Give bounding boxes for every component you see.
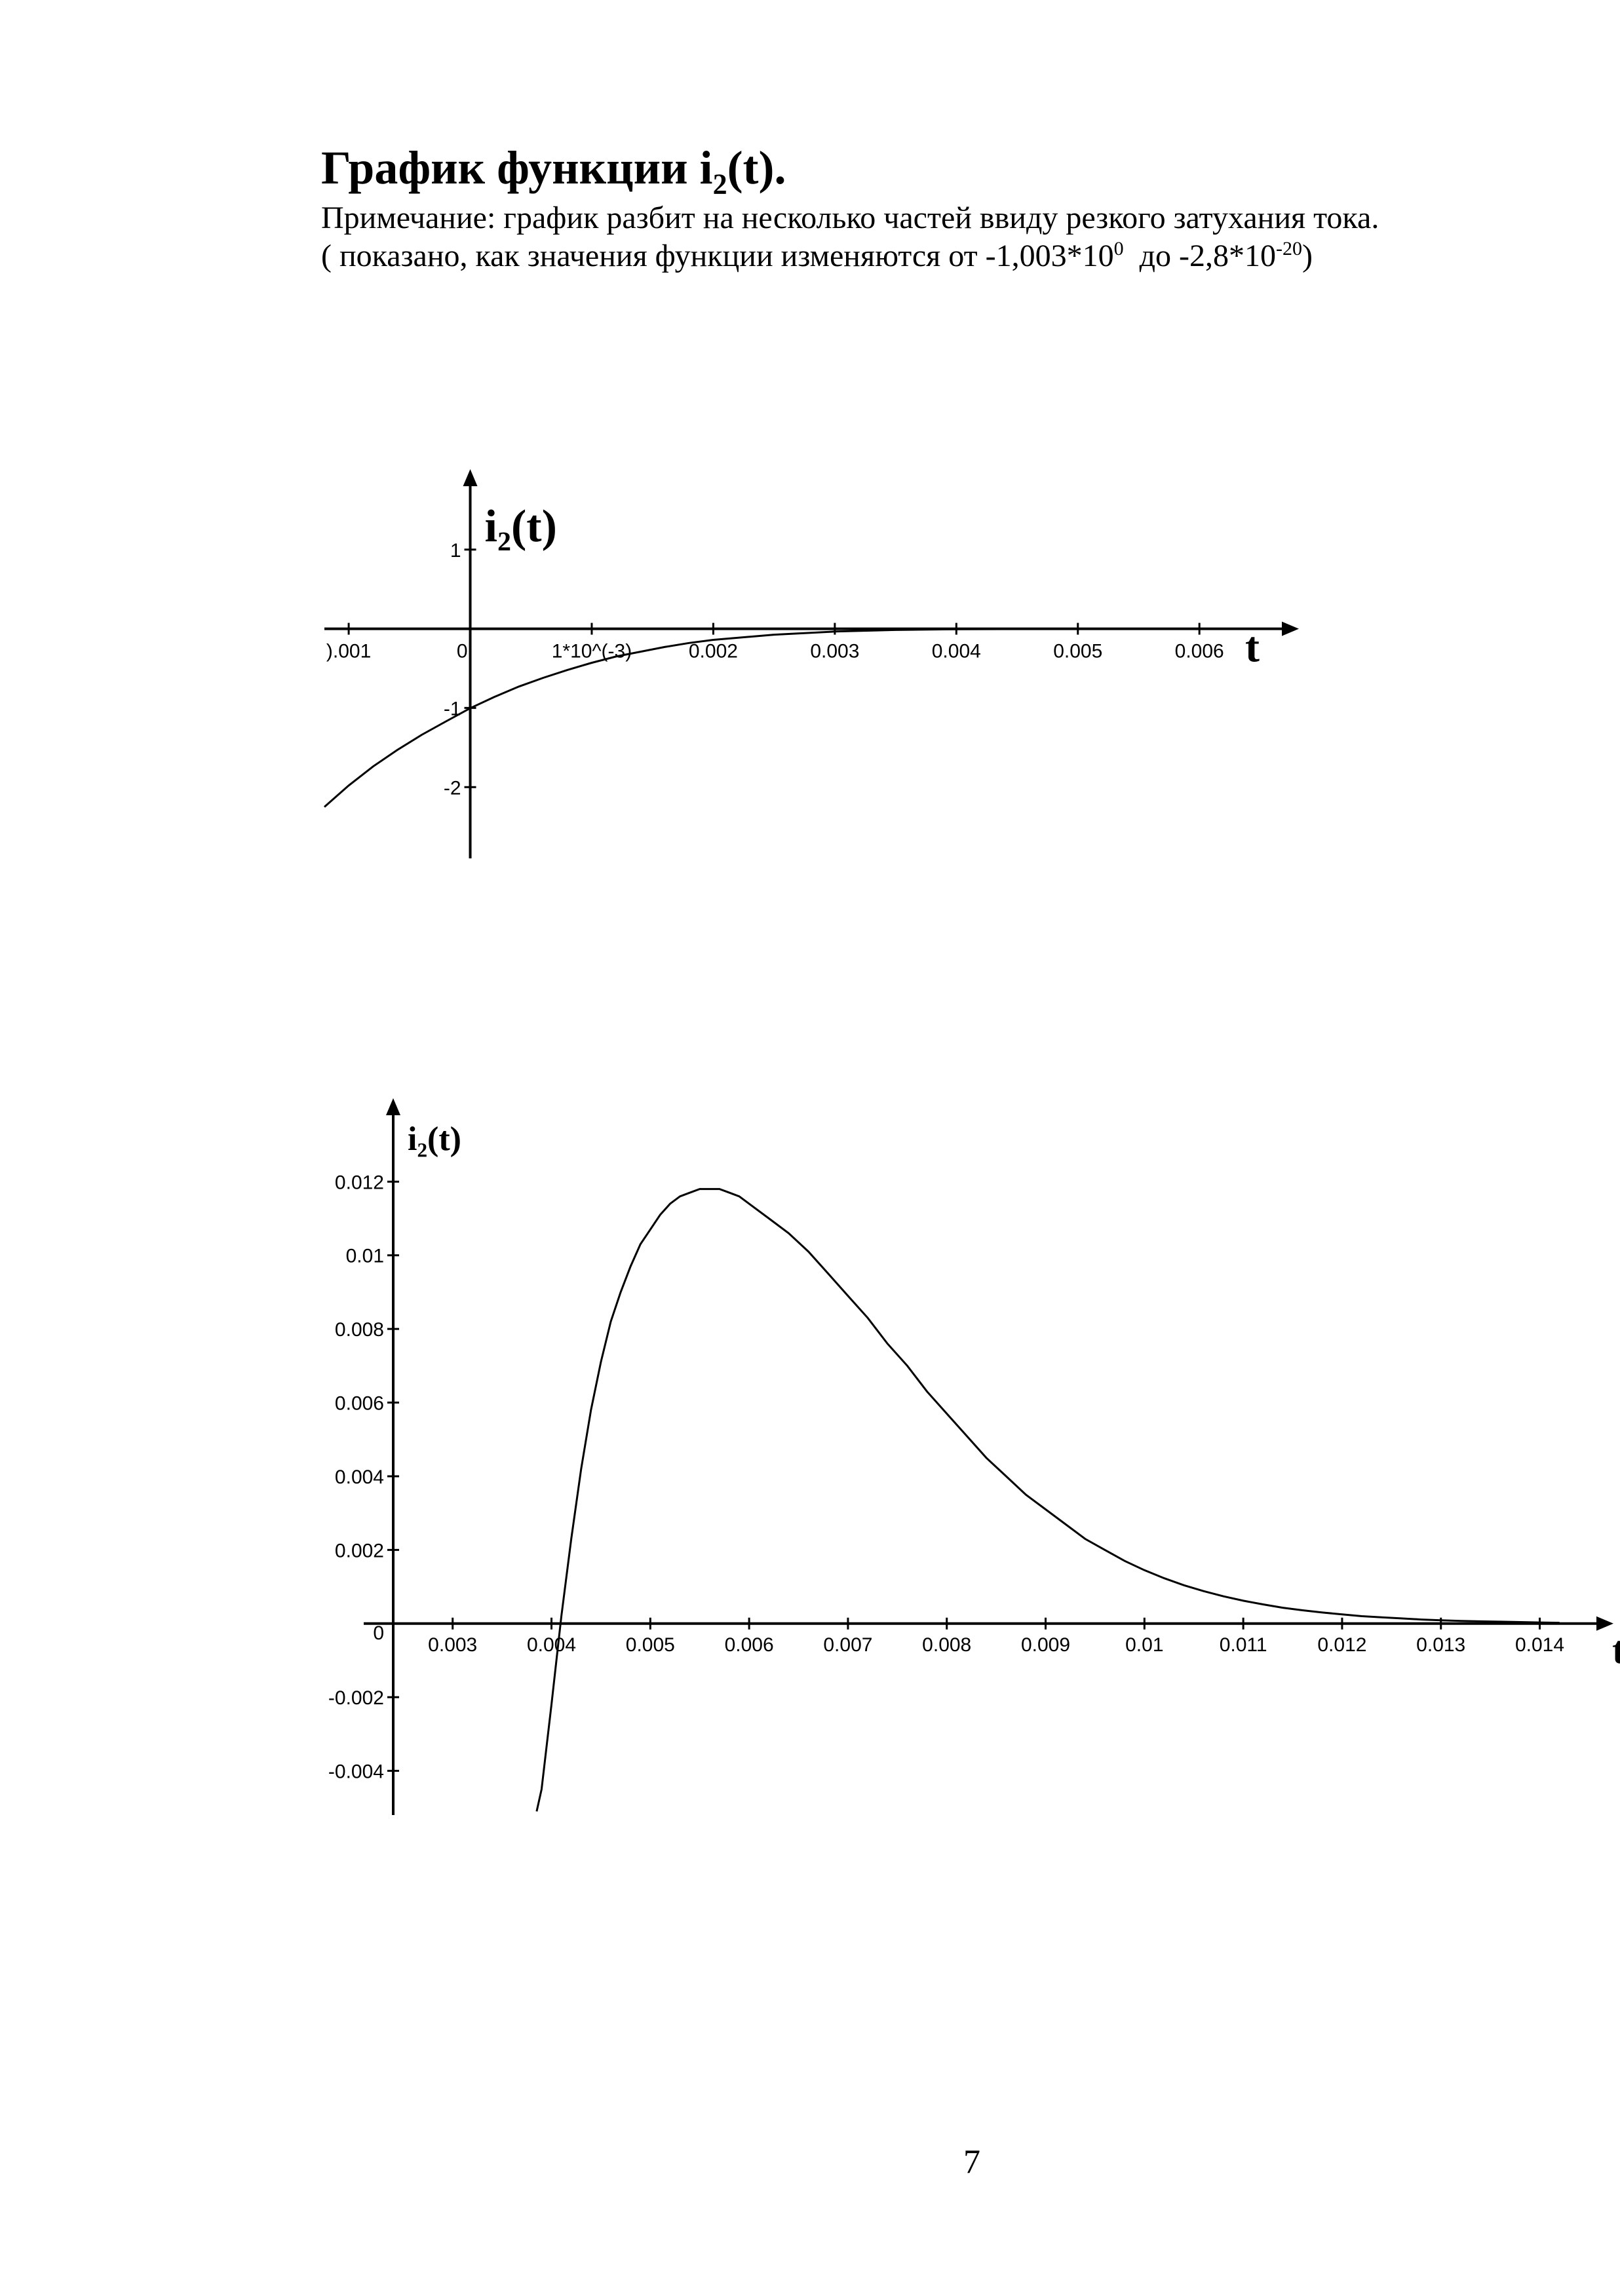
x-tick-label: 0.003 xyxy=(810,641,859,662)
y-tick-label: -1 xyxy=(444,698,461,719)
x-tick-label: 0.005 xyxy=(1053,641,1102,662)
y-tick-label: 0.004 xyxy=(335,1466,384,1488)
page-number: 7 xyxy=(963,2143,980,2181)
y-tick-label: -0.004 xyxy=(328,1761,384,1783)
y-tick-label: -2 xyxy=(444,777,461,799)
x-tick-label: 0.008 xyxy=(922,1634,971,1656)
y-tick-label: -0.002 xyxy=(328,1687,384,1709)
x-tick-label: 0.006 xyxy=(725,1634,774,1656)
x-tick-label: 0.012 xyxy=(1317,1634,1366,1656)
note-line-1: Примечание: график разбит на несколько ч… xyxy=(321,201,1379,235)
x-tick-label: 0.004 xyxy=(932,641,981,662)
x-tick-label: 0.006 xyxy=(1175,641,1224,662)
y-axis-arrow xyxy=(386,1098,400,1115)
y-tick-label: 0.012 xyxy=(335,1172,384,1193)
x-axis-arrow xyxy=(1596,1616,1613,1631)
x-tick-label: ).001 xyxy=(326,641,371,662)
y-tick-label: 0.01 xyxy=(346,1246,384,1267)
x-tick-label: 0.009 xyxy=(1021,1634,1070,1656)
x-axis-arrow xyxy=(1282,621,1299,636)
y-tick-label: 0.008 xyxy=(335,1319,384,1341)
note-line-2-c: ) xyxy=(1302,239,1313,273)
x-tick-label: 0.007 xyxy=(823,1634,872,1656)
x-tick-label: 0.002 xyxy=(689,641,738,662)
y-axis-arrow xyxy=(463,469,478,486)
origin-label: 0 xyxy=(373,1622,384,1644)
note-line-2-a: ( показано, как значения функции изменяю… xyxy=(321,239,1114,273)
series-line xyxy=(535,1188,1560,1812)
chart-top: i₂(t) t ).001 0 1*10^(-3) 0.002 0.003 0.004 0.00… xyxy=(324,469,1299,858)
y-tick-label: 1 xyxy=(450,540,461,562)
x-tick-label: 0.004 xyxy=(527,1634,576,1656)
x-tick-label: 1*10^(-3) xyxy=(552,641,632,662)
note-line-2-b: до -2,8*10 xyxy=(1123,239,1276,273)
x-axis-label: t xyxy=(1245,624,1260,672)
title-main: График функции i xyxy=(321,142,713,194)
x-tick-label: 0 xyxy=(457,641,468,662)
x-tick-label: 0.011 xyxy=(1220,1634,1267,1656)
note-line-2-sup-2: -20 xyxy=(1275,238,1302,259)
x-axis-label: t xyxy=(1612,1628,1620,1672)
x-tick-label: 0.01 xyxy=(1125,1634,1163,1656)
x-tick-label: 0.003 xyxy=(428,1634,477,1656)
y-axis-label: i₂(t) xyxy=(408,1120,461,1158)
page-title: График функции i2(t). xyxy=(321,141,786,201)
y-tick-label: 0.002 xyxy=(335,1540,384,1561)
x-tick-label: 0.005 xyxy=(626,1634,675,1656)
series-line xyxy=(324,628,1260,808)
note-line-2-sup-1: 0 xyxy=(1113,238,1124,259)
chart-bottom: i₂(t) t 0.003 0.004 0.005 0.006 0.007 0.008 0.00… xyxy=(328,1098,1620,1815)
y-axis-label: i₂(t) xyxy=(485,501,557,552)
note-line-2: ( показано, как значения функции изменяю… xyxy=(321,238,1313,274)
y-tick-label: 0.006 xyxy=(335,1393,384,1415)
title-subscript: 2 xyxy=(712,168,727,201)
title-end: (t). xyxy=(727,142,786,194)
x-tick-label: 0.013 xyxy=(1416,1634,1465,1656)
x-tick-label: 0.014 xyxy=(1515,1634,1564,1656)
